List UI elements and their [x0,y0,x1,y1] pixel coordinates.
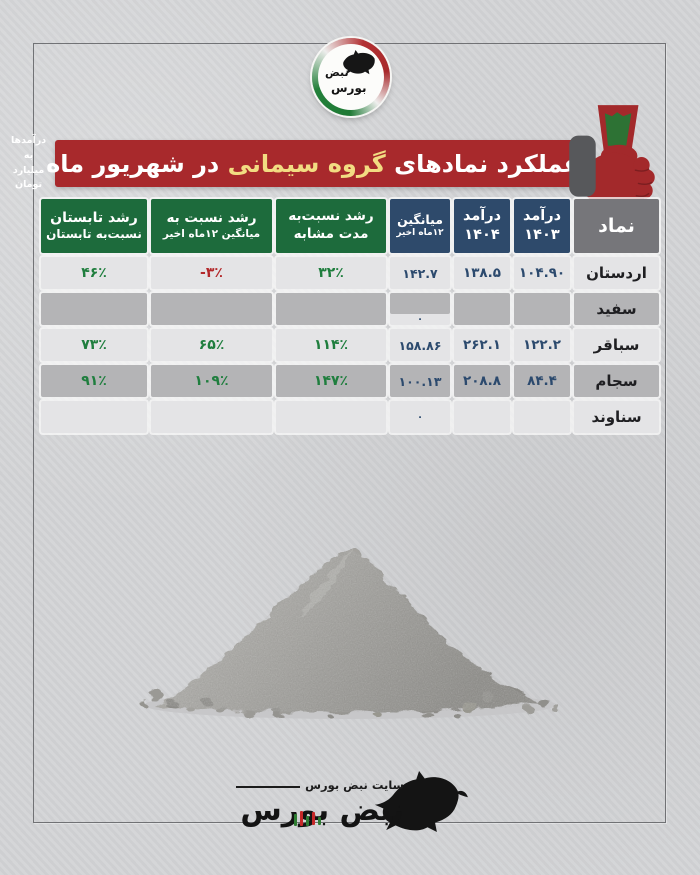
table-row-cell-growth-summer [41,401,147,433]
table-row-cell-rev1404: ۲۰۸.۸ [454,365,510,397]
table-row-cell-rev1404 [454,293,510,325]
footer-site-label: سایت نبض بورس [236,778,404,792]
bull-icon [374,770,468,832]
table-row-cell-rev1403: ۱۰۴.۹۰ [514,257,570,289]
table-row-cell-avg12m: ۰ [390,293,450,325]
table-row-cell-rev1404: ۱۳۸.۵ [454,257,510,289]
candlestick-mark [306,816,309,826]
table-row-cell-symbol: سفید [574,293,659,325]
table-row-cell-growth-summer: ۷۳٪ [41,329,147,361]
unit-note-line2: میلیارد تومان [12,164,45,191]
col-header-growth-summer: رشد تابستان نسبت‌به تابستان [41,199,147,253]
table-row-cell-rev1404: ۲۶۲.۱ [454,329,510,361]
table-row-cell-growth-avg: ۶۵٪ [151,329,272,361]
table-row-cell-rev1404 [454,401,510,433]
col-header-growth-similar: رشد نسبت‌به مدت مشابه [276,199,386,253]
page-title: عملکرد نمادهای گروه سیمانی در شهریور ماه [46,150,586,178]
table-row-cell-growth-summer: ۹۱٪ [41,365,147,397]
candlestick-mark [294,814,297,826]
title-suffix: در شهریور ماه [46,149,220,178]
table-row-cell-growth-similar [276,293,386,325]
unit-note-line1: درآمدها به [10,135,47,161]
table-row-cell-rev1403 [514,293,570,325]
table-row-cell-rev1403: ۱۲۲.۲ [514,329,570,361]
footer-brand-name: نبض بورس [240,793,404,828]
table-row-cell-growth-avg: ۱۰۹٪ [151,365,272,397]
candlestick-mark [300,811,303,826]
footer-logo: سایت نبض بورس نبض بورس [238,770,468,852]
footer-texts: سایت نبض بورس نبض بورس [236,778,404,828]
table-row-cell-growth-similar: ۳۲٪ [276,257,386,289]
col-header-growth-avg: رشد نسبت به میانگین ۱۲ماه اخیر [151,199,272,253]
unit-note: درآمدها به میلیارد تومان [7,134,46,193]
col-header-rev-1404: درآمد ۱۴۰۴ [454,199,510,253]
table-row-cell-growth-avg [151,401,272,433]
table-row-cell-avg12m: ۱۰۰.۱۳ [390,365,450,397]
brand-badge: نبض بورس [312,38,390,116]
table-row-cell-symbol: سناوند [574,401,659,433]
col-header-avg-12m: میانگین ۱۲ماه اخیر [390,199,450,253]
bull-icon [343,50,375,75]
table-row-cell-growth-summer: ۴۶٪ [41,257,147,289]
cement-pile-image [142,550,560,720]
badge-word-nabz: نبض [325,66,349,79]
table-row-cell-growth-summer [41,293,147,325]
brand-badge-inner: نبض بورس [318,44,384,110]
table-row-cell-growth-avg [151,293,272,325]
performance-table: نماد درآمد ۱۴۰۳ درآمد ۱۴۰۴ میانگین ۱۲ماه اخ… [41,199,659,433]
table-row-cell-growth-similar: ۱۱۴٪ [276,329,386,361]
table-row-cell-rev1403 [514,401,570,433]
table-row-cell-growth-avg: -۳٪ [151,257,272,289]
table-row-cell-growth-similar: ۱۴۷٪ [276,365,386,397]
table-row-cell-rev1403: ۸۴.۴ [514,365,570,397]
fist-money-icon [569,105,655,210]
table-row-cell-growth-similar [276,401,386,433]
table-row-cell-avg12m: ۱۵۸.۸۶ [390,329,450,361]
candlestick-mark [312,812,315,825]
table-row-cell-avg12m: ۰ [390,401,450,433]
table-row-cell-symbol: سجام [574,365,659,397]
title-banner: عملکرد نمادهای گروه سیمانی در شهریور ماه… [11,135,586,190]
title-prefix: عملکرد نمادهای [394,149,580,178]
badge-word-bourse: بورس [331,81,367,95]
table-row-cell-symbol: اردستان [574,257,659,289]
title-highlight: گروه سیمانی [227,149,386,178]
col-header-symbol: نماد [574,199,659,253]
table-row-cell-avg12m: ۱۴۲.۷ [390,257,450,289]
col-header-rev-1403: درآمد ۱۴۰۳ [514,199,570,253]
candlestick-mark [318,817,321,825]
table-row-cell-symbol: سباقر [574,329,659,361]
placeholder-block [390,293,450,314]
